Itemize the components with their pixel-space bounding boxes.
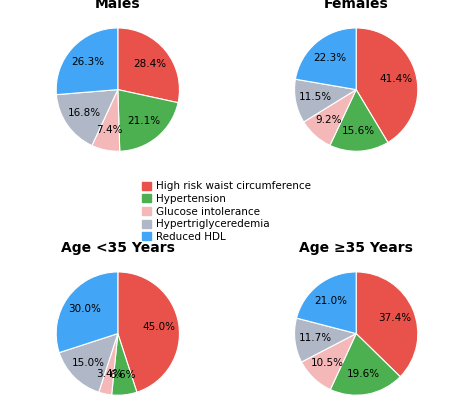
Text: 22.3%: 22.3% [313, 53, 346, 63]
Wedge shape [295, 28, 356, 90]
Wedge shape [297, 272, 356, 334]
Wedge shape [112, 334, 137, 395]
Title: Females: Females [324, 0, 389, 11]
Text: 7.4%: 7.4% [96, 125, 123, 135]
Wedge shape [118, 90, 178, 151]
Wedge shape [56, 28, 118, 95]
Wedge shape [118, 28, 180, 103]
Wedge shape [330, 90, 388, 151]
Wedge shape [294, 318, 356, 362]
Title: Age <35 Years: Age <35 Years [61, 241, 175, 255]
Text: 10.5%: 10.5% [311, 359, 344, 368]
Text: 21.0%: 21.0% [314, 296, 347, 306]
Wedge shape [59, 334, 118, 392]
Legend: High risk waist circumference, Hypertension, Glucose intolerance, Hypertriglycer: High risk waist circumference, Hypertens… [142, 181, 310, 242]
Wedge shape [56, 272, 118, 353]
Text: 28.4%: 28.4% [133, 59, 166, 69]
Text: 45.0%: 45.0% [142, 322, 175, 332]
Wedge shape [118, 272, 180, 392]
Text: 37.4%: 37.4% [378, 313, 411, 323]
Text: 30.0%: 30.0% [68, 304, 101, 314]
Text: 41.4%: 41.4% [379, 74, 412, 83]
Wedge shape [301, 334, 356, 390]
Text: 15.0%: 15.0% [72, 358, 105, 368]
Text: 9.2%: 9.2% [315, 115, 342, 125]
Text: 21.1%: 21.1% [128, 116, 161, 127]
Title: Age ≥35 Years: Age ≥35 Years [299, 241, 413, 255]
Wedge shape [304, 90, 356, 145]
Text: 3.4%: 3.4% [96, 369, 123, 379]
Wedge shape [330, 334, 400, 395]
Title: Males: Males [95, 0, 141, 11]
Text: 16.8%: 16.8% [67, 108, 100, 118]
Text: 11.5%: 11.5% [299, 93, 332, 103]
Text: 26.3%: 26.3% [71, 57, 104, 67]
Wedge shape [356, 28, 418, 142]
Text: 11.7%: 11.7% [299, 333, 332, 343]
Wedge shape [56, 90, 118, 145]
Text: 19.6%: 19.6% [347, 369, 380, 379]
Text: 6.6%: 6.6% [109, 370, 136, 380]
Text: 15.6%: 15.6% [342, 126, 375, 136]
Wedge shape [294, 79, 356, 122]
Wedge shape [356, 272, 418, 377]
Wedge shape [99, 334, 118, 395]
Wedge shape [92, 90, 120, 151]
